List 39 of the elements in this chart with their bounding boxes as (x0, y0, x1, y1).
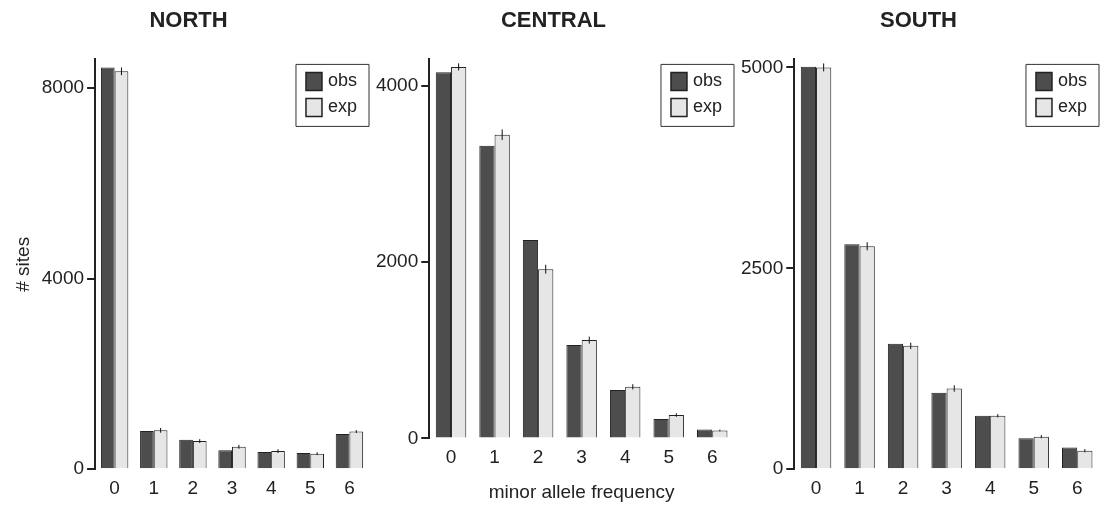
x-tick-label: 3 (226, 476, 238, 498)
x-tick-label: 5 (305, 476, 316, 498)
x-tick-label: 6 (706, 446, 718, 468)
x-tick-label: 4 (619, 446, 631, 468)
x-tick-label: 1 (489, 446, 500, 468)
legend-label: obs (1057, 70, 1088, 91)
y-tick-label: 0 (407, 426, 419, 448)
chart-title: CENTRAL (500, 7, 607, 33)
x-tick-label: 1 (148, 476, 160, 498)
legend-label: obs (692, 70, 723, 91)
x-tick-label: 2 (532, 446, 544, 468)
y-tick-label: 8000 (41, 76, 85, 98)
x-tick-label: 0 (445, 446, 457, 468)
legend-label: exp (692, 96, 723, 117)
x-tick-label: 5 (663, 446, 674, 468)
x-tick-label: 6 (344, 476, 355, 498)
y-tick-label: 4000 (41, 266, 85, 288)
x-tick-label: 1 (854, 476, 865, 498)
x-tick-label: 4 (984, 476, 996, 498)
chart-title: NORTH (149, 7, 228, 33)
legend-label: exp (327, 96, 358, 117)
x-tick-label: 4 (265, 476, 277, 498)
chart-title: SOUTH (880, 7, 957, 33)
y-tick-label: 2500 (740, 256, 784, 278)
y-axis-title: # sites (11, 236, 33, 292)
y-tick-label: 4000 (375, 74, 419, 96)
x-tick-label: 6 (1071, 476, 1083, 498)
x-tick-label: 0 (109, 476, 120, 498)
x-tick-label: 2 (187, 476, 199, 498)
x-tick-label: 5 (1028, 476, 1039, 498)
x-tick-label: 3 (576, 446, 587, 468)
x-tick-label: 0 (810, 476, 822, 498)
legend-label: obs (327, 70, 358, 91)
x-tick-label: 2 (897, 476, 909, 498)
y-tick-label: 5000 (740, 55, 784, 77)
y-tick-label: 2000 (375, 250, 419, 272)
x-tick-label: 3 (941, 476, 952, 498)
legend-label: exp (1057, 96, 1088, 117)
x-axis-title: minor allele frequency (488, 480, 676, 502)
